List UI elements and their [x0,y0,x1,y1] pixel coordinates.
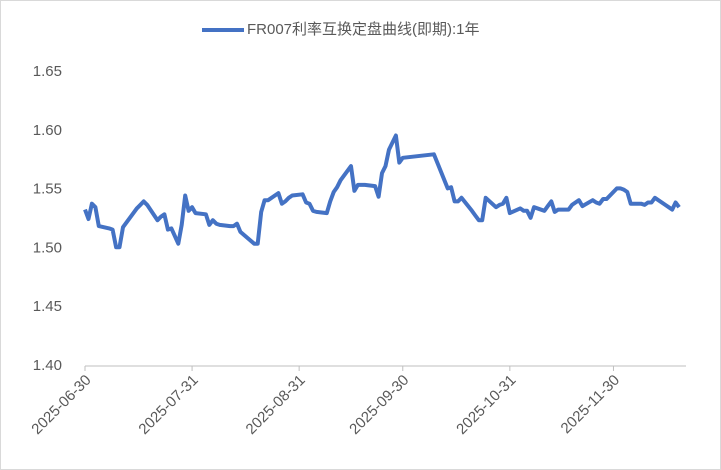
y-tick-label: 1.45 [33,298,62,315]
series-line [83,133,681,250]
y-tick-label: 1.55 [33,181,62,198]
y-tick-label: 1.40 [33,357,62,374]
y-tick-label: 1.50 [33,239,62,256]
y-tick-label: 1.65 [33,63,62,80]
y-tick-label: 1.60 [33,122,62,139]
legend-label: FR007利率互换定盘曲线(即期):1年 [247,20,480,38]
